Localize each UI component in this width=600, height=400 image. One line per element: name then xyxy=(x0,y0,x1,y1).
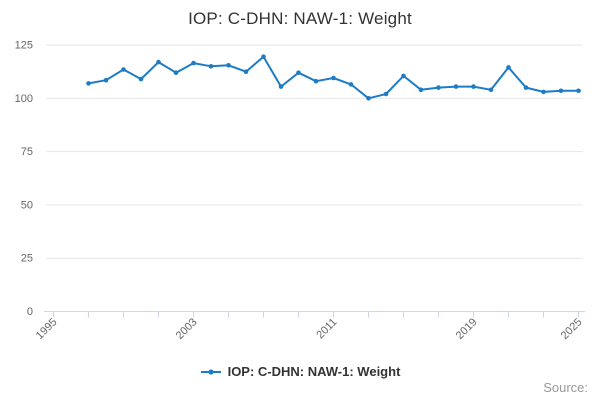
data-point[interactable] xyxy=(296,70,301,75)
y-axis-tick-label: 0 xyxy=(27,306,33,318)
x-axis-tick-label: 1995 xyxy=(34,316,60,342)
data-point[interactable] xyxy=(121,67,126,72)
data-point[interactable] xyxy=(558,88,564,94)
y-axis-tick-label: 100 xyxy=(15,93,33,105)
plot-area: 0 25 50 75 100 125 1995 2003 2011 2019 2025 xyxy=(15,40,585,342)
y-axis-tick-label: 50 xyxy=(21,199,33,211)
y-axis-tick-label: 75 xyxy=(21,146,33,158)
legend-item[interactable]: IOP: C-DHN: NAW-1: Weight xyxy=(200,364,401,379)
data-point[interactable] xyxy=(173,70,179,75)
data-point[interactable] xyxy=(261,54,266,59)
data-point[interactable] xyxy=(348,82,354,87)
data-point[interactable] xyxy=(541,89,546,95)
data-point[interactable] xyxy=(383,91,389,97)
data-point[interactable] xyxy=(506,65,511,70)
data-point[interactable] xyxy=(366,96,371,101)
y-axis-tick-label: 125 xyxy=(15,40,33,52)
data-point[interactable] xyxy=(191,60,196,66)
data-point[interactable] xyxy=(208,64,214,69)
data-point[interactable] xyxy=(523,85,529,90)
source-label: Source: xyxy=(543,380,588,395)
legend-item-label: IOP: C-DHN: NAW-1: Weight xyxy=(227,364,401,379)
data-point[interactable] xyxy=(243,69,249,74)
data-point[interactable] xyxy=(86,81,91,86)
x-axis-tick-label: 2003 xyxy=(174,316,200,342)
data-point[interactable] xyxy=(156,59,161,65)
chart-title: IOP: C-DHN: NAW-1: Weight xyxy=(188,9,412,28)
x-axis-tick-label: 2019 xyxy=(454,316,480,342)
data-point[interactable] xyxy=(331,75,336,81)
y-axis-tick-label: 25 xyxy=(21,253,33,265)
data-point[interactable] xyxy=(436,85,441,90)
data-point[interactable] xyxy=(278,84,284,89)
data-point[interactable] xyxy=(138,76,144,82)
x-axis-tick-label: 2011 xyxy=(314,316,339,341)
legend: IOP: C-DHN: NAW-1: Weight xyxy=(0,364,600,379)
data-point[interactable] xyxy=(471,84,476,89)
data-point[interactable] xyxy=(453,84,459,89)
data-point[interactable] xyxy=(103,77,109,83)
data-point[interactable] xyxy=(401,73,406,79)
line-dot-icon xyxy=(200,368,221,375)
data-point[interactable] xyxy=(226,63,231,68)
data-point[interactable] xyxy=(488,87,494,93)
x-axis-tick-label: 2025 xyxy=(559,316,585,342)
data-point[interactable] xyxy=(418,87,424,93)
data-point[interactable] xyxy=(576,88,581,94)
data-point[interactable] xyxy=(313,78,319,84)
